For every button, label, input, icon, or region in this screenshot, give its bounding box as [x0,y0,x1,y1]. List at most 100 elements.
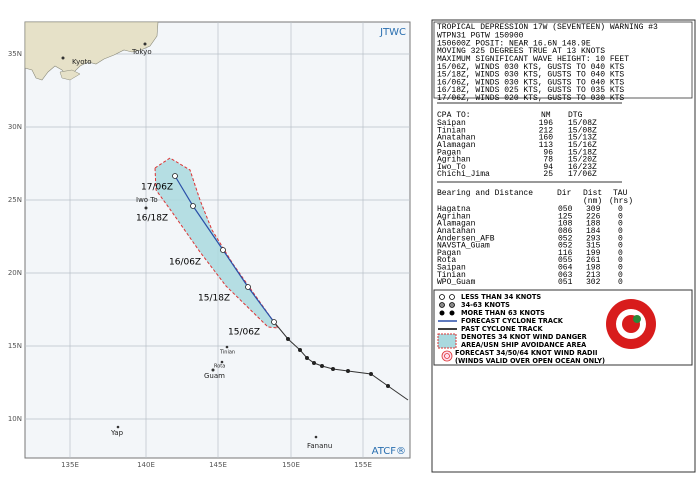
bearing-cell: 261 [586,256,601,265]
bearing-cell: Anatahan [437,227,476,236]
track-label: 15/06Z [228,328,260,338]
bearing-cell: 0 [618,256,623,265]
cpa-cell: 15/16Z [568,141,597,150]
brand: JTWC [379,27,406,38]
lon-label: 135E [61,461,79,469]
legend-box [433,289,693,366]
bearing-cell: 315 [586,242,601,251]
cpa-cell: Pagan [437,148,461,157]
place-label: Rota [214,364,225,370]
bearing-cell: 302 [586,278,601,287]
bearing-cell: Tinian [437,271,466,280]
bearing-cell: 051 [558,278,573,287]
place-label: Guam [204,372,225,380]
bearing-unit: (hrs) [609,197,633,206]
cpa-cell: Agrihan [437,156,471,165]
bearing-cell: Pagan [437,249,461,258]
legend-item: AREA/USN SHIP AVOIDANCE AREA [461,341,587,349]
cpa-header: NM [541,111,551,120]
bearing-cell: 0 [618,242,623,251]
warning-line: MOVING 325 DEGREES TRUE AT 13 KNOTS [437,47,605,56]
cpa-cell: Saipan [437,119,466,128]
place-label: Iwo To [136,196,158,204]
cpa-cell: 15/18Z [568,148,597,157]
bearing-header: Dist [583,189,602,198]
cpa-cell: 113 [539,141,554,150]
bearing-cell: 063 [558,271,573,280]
bearing-cell: 188 [586,220,601,229]
bearing-cell: 064 [558,264,573,273]
legend-item: PAST CYCLONE TRACK [461,325,543,333]
place-label: Tinian [219,350,235,356]
bearing-cell: 086 [558,227,573,236]
warning-box [433,21,693,99]
place-label: Yap [110,429,124,437]
warning-title: TROPICAL DEPRESSION 17W (SEVENTEEN) WARN… [437,23,658,32]
forecast-points [172,173,277,325]
cpa-cell: 96 [543,148,553,157]
legend-icons [437,294,457,362]
bearing-cell: 052 [558,234,573,243]
track-label: 16/06Z [169,258,201,268]
emblem [606,299,656,349]
legend-item: (WINDS VALID OVER OPEN OCEAN ONLY) [455,357,605,365]
bearing-cell: WPO_Guam [437,278,476,287]
bearing-cell: 0 [618,212,623,221]
bearing-cell: 293 [586,234,601,243]
track-label: 15/18Z [198,294,230,304]
bearing-cell: 226 [586,212,601,221]
cpa-cell: Alamagan [437,141,476,150]
bearing-cell: 198 [586,264,601,273]
bearing-cell: 108 [558,220,573,229]
cpa-cell: 15/13Z [568,134,597,143]
bearing-cell: 0 [618,227,623,236]
bearing-cell: 116 [558,249,573,258]
place-label: Kyoto [72,58,92,66]
bearing-cell: Hagatna [437,205,471,214]
bearing-cell: NAVSTA_Guam [437,242,490,251]
legend-item: FORECAST 34/50/64 KNOT WIND RADII [455,349,597,357]
lat-label: 30N [8,123,22,131]
bearing-header: Bearing and Distance [437,189,533,198]
warning-line: 16/18Z, WINDS 025 KTS, GUSTS TO 035 KTS [437,86,624,95]
cpa-cell: 15/20Z [568,156,597,165]
bearing-cell: 199 [586,249,601,258]
bearing-cell: Alamagan [437,220,476,229]
legend-item: MORE THAN 63 KNOTS [461,309,545,317]
cpa-cell: 16/23Z [568,163,597,172]
bearing-cell: 0 [618,249,623,258]
place-label: Fananu [307,442,332,450]
cpa-cell: 196 [539,119,554,128]
place-dots [61,42,318,439]
lat-label: 35N [8,50,22,58]
bearing-cell: Andersen_AFB [437,234,495,243]
cpa-cell: Iwo_To [437,163,466,172]
legend-item: LESS THAN 34 KNOTS [461,293,541,301]
bearing-header: Dir [557,189,572,198]
cpa-cell: 212 [539,126,554,135]
lon-label: 155E [354,461,372,469]
warning-line: WTPN31 PGTW 150900 [437,32,524,41]
bearing-cell: 0 [618,264,623,273]
track-label: 17/06Z [141,183,173,193]
warning-line: MAXIMUM SIGNIFICANT WAVE HEIGHT: 10 FEET [437,55,629,64]
bearing-cell: 0 [618,220,623,229]
warning-line: 15/18Z, WINDS 030 KTS, GUSTS TO 040 KTS [437,71,624,80]
bearing-unit: (nm) [583,197,602,206]
past-track-points [286,337,390,388]
warning-line: 16/06Z, WINDS 030 KTS, GUSTS TO 040 KTS [437,78,624,87]
cpa-header: CPA TO: [437,111,471,120]
bearing-cell: 0 [618,271,623,280]
cpa-cell: Anatahan [437,134,476,143]
legend-item: FORECAST CYCLONE TRACK [461,317,564,325]
cpa-cell: 15/08Z [568,126,597,135]
bearing-cell: 050 [558,205,573,214]
bearing-cell: 0 [618,234,623,243]
legend-item: 34-63 KNOTS [461,301,510,309]
place-label: Tokyo [131,48,152,56]
bearing-cell: Saipan [437,264,466,273]
bearing-cell: 052 [558,242,573,251]
cpa-cell: 17/06Z [568,170,597,179]
lat-label: 25N [8,196,22,204]
